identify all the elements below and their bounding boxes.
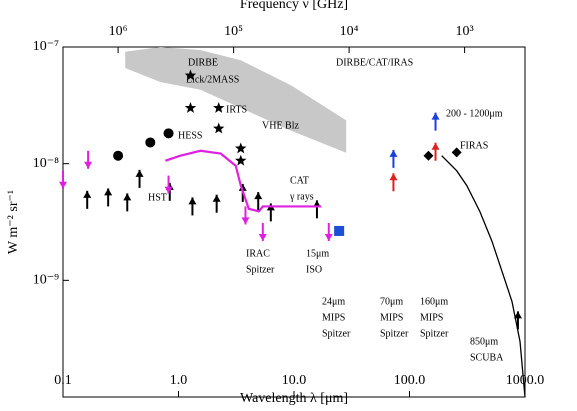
lower-limit (188, 197, 197, 216)
x-axis-label: Wavelength λ [μm] (240, 391, 348, 406)
limit-head (431, 112, 440, 120)
annotation: Spitzer (420, 328, 449, 339)
circle-point (145, 137, 156, 148)
limit-head (164, 186, 173, 194)
star-point (184, 69, 197, 81)
annotation: MIPS (380, 312, 403, 323)
limit-head (188, 197, 197, 205)
lower-limit (104, 188, 113, 207)
annotation: DIRBE/CAT/IRAS (336, 57, 413, 68)
limit-head (123, 193, 132, 201)
annotation: Spitzer (246, 264, 275, 275)
upper-limit (241, 206, 250, 225)
annotation: Lick/2MASS (186, 74, 239, 85)
annotation: SCUBA (470, 352, 504, 363)
series-line (441, 155, 526, 398)
upper-limit (164, 175, 173, 194)
lower-limit (431, 142, 440, 161)
limit-head (212, 194, 221, 202)
x-tick-label: 10.0 (282, 373, 307, 388)
annotation: DIRBE (188, 57, 218, 68)
annotation: Spitzer (322, 328, 351, 339)
y-tick-label: 10⁻⁸ (33, 156, 59, 171)
limit-head (241, 217, 250, 225)
annotation: 70μm (380, 296, 403, 307)
annotation: 160μm (420, 296, 448, 307)
x2-tick-label: 10⁶ (109, 24, 128, 39)
annotation: IRAC (246, 248, 270, 259)
lower-limit (312, 200, 321, 219)
limit-head (59, 181, 67, 189)
star-point (213, 102, 225, 113)
star-point (184, 102, 197, 113)
limit-head (254, 192, 263, 200)
upper-limit (84, 150, 93, 169)
y-tick-label: 10⁻⁷ (33, 39, 59, 54)
limit-head (389, 173, 398, 181)
square-point (334, 225, 345, 236)
circle-point (113, 150, 124, 161)
star-point (235, 142, 247, 154)
limit-head (513, 311, 522, 319)
annotation: 15μm (306, 248, 329, 259)
lower-limit (389, 149, 398, 168)
annotation: 24μm (322, 296, 345, 307)
circle-point (163, 128, 174, 139)
annotation: FIRAS (460, 140, 488, 151)
lower-limit (212, 194, 221, 213)
annotation: HST (148, 192, 167, 203)
lower-limit (83, 190, 92, 209)
lower-limit (135, 169, 144, 188)
lower-limit (165, 182, 174, 201)
star-point (235, 154, 247, 166)
limit-head (389, 149, 398, 157)
y-axis-label: W m⁻² sr⁻¹ (6, 190, 21, 254)
annotation: MIPS (322, 312, 345, 323)
x-tick-label: 1.0 (170, 373, 188, 388)
limit-head (258, 234, 267, 242)
limit-head (84, 161, 93, 169)
annotation: ISO (306, 264, 322, 275)
annotation: Spitzer (380, 328, 409, 339)
lower-limit (123, 193, 132, 212)
diamond-point (423, 150, 434, 161)
limit-head (104, 188, 113, 196)
y-tick-label: 10⁻⁹ (33, 273, 59, 288)
x-tick-label: 100.0 (394, 373, 426, 388)
x2-tick-label: 10³ (456, 24, 474, 39)
lower-limit (389, 173, 398, 192)
x2-axis-label: Frequency ν [GHz] (240, 0, 348, 12)
star-point (213, 122, 225, 134)
lower-limit (254, 192, 263, 211)
annotation: MIPS (420, 312, 443, 323)
lower-limit (431, 112, 440, 131)
annotation: γ rays (289, 191, 314, 202)
diamond-point (451, 147, 462, 158)
x-tick-label: 0.1 (54, 373, 72, 388)
upper-limit (258, 223, 267, 242)
x2-tick-label: 10⁴ (340, 24, 359, 39)
limit-head (324, 234, 333, 242)
annotation: 200 - 1200μm (446, 108, 503, 119)
series-line (165, 149, 322, 213)
annotation: 850μm (470, 336, 498, 347)
limit-head (431, 142, 440, 150)
annotation: HESS (178, 130, 202, 141)
limit-head (83, 190, 92, 198)
limit-head (238, 183, 247, 191)
band-area (125, 47, 347, 153)
annotation: VHE Blz (262, 120, 300, 131)
upper-limit (324, 223, 333, 242)
lower-limit (513, 311, 522, 330)
x2-tick-label: 10⁵ (224, 24, 243, 39)
upper-limit (59, 170, 67, 189)
limit-head (135, 169, 144, 177)
x-tick-label: 1000.0 (506, 373, 545, 388)
annotation: CAT (290, 175, 309, 186)
annotation: IRTS (226, 104, 247, 115)
